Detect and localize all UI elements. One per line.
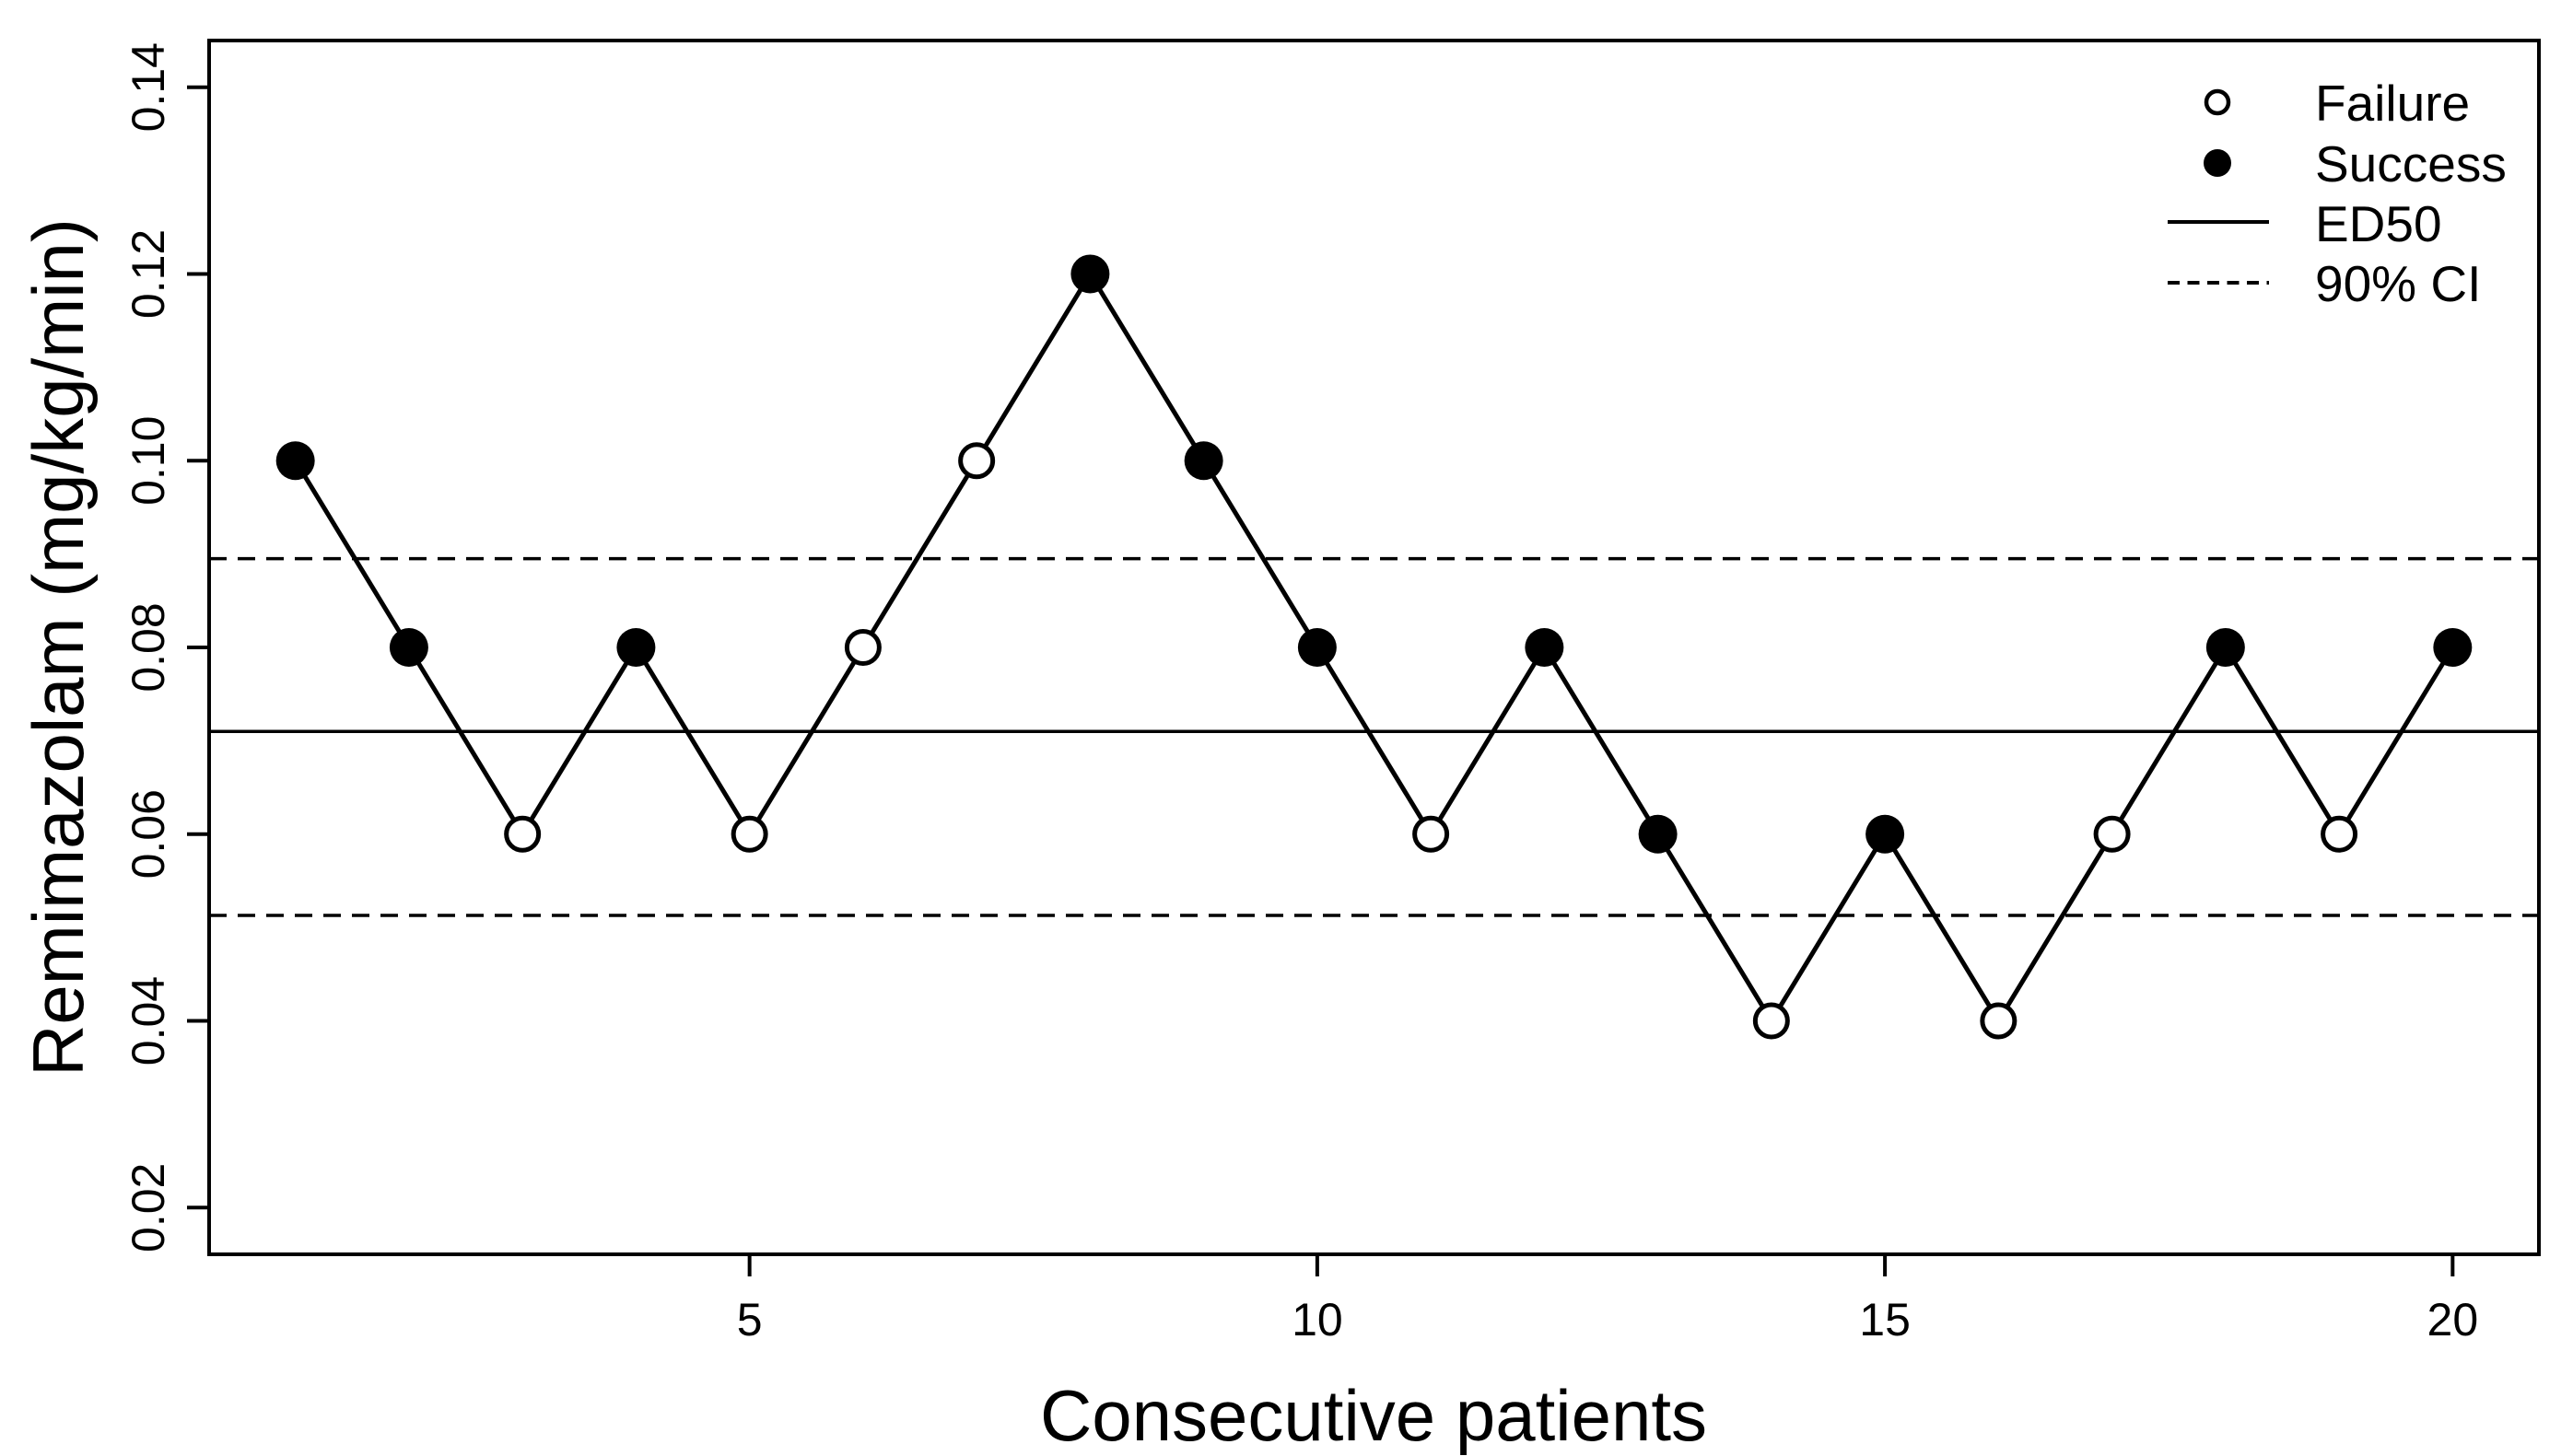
legend-failure-marker-icon	[2204, 88, 2231, 116]
x-tick-label: 5	[737, 1294, 763, 1345]
legend-label-failure: Failure	[2315, 75, 2470, 132]
legend-label-ed50: ED50	[2315, 195, 2442, 252]
data-point-3-failure	[504, 815, 542, 853]
y-tick-label: 0.04	[123, 976, 174, 1066]
y-tick-label: 0.12	[123, 229, 174, 319]
legend-success-marker-icon	[2204, 149, 2231, 177]
data-point-13-success	[1638, 814, 1678, 854]
y-tick-label: 0.14	[123, 42, 174, 132]
data-point-10-success	[1297, 628, 1337, 667]
x-tick-label: 15	[1859, 1294, 1911, 1345]
data-point-14-failure	[1752, 1002, 1790, 1040]
x-axis: 5 10 15 20	[737, 1254, 2478, 1345]
legend: Failure Success ED50 90% CI	[2168, 75, 2507, 312]
data-point-5-failure	[731, 815, 768, 853]
data-point-4-success	[616, 628, 656, 667]
data-point-15-success	[1865, 814, 1905, 854]
legend-label-success: Success	[2315, 135, 2507, 192]
y-tick-label: 0.02	[123, 1163, 174, 1252]
dose-path	[293, 269, 2455, 1026]
y-axis-title: Remimazolam (mg/kg/min)	[18, 218, 99, 1077]
x-tick-label: 10	[1292, 1294, 1343, 1345]
x-axis-title: Consecutive patients	[1040, 1375, 1707, 1456]
data-point-8-success	[1070, 254, 1110, 294]
data-point-7-failure	[958, 442, 996, 480]
data-point-19-failure	[2321, 815, 2358, 853]
data-point-11-failure	[1412, 815, 1450, 853]
y-axis: 0.02 0.04 0.06 0.08 0.10 0.12 0.14	[123, 42, 209, 1252]
data-point-17-failure	[2093, 815, 2131, 853]
data-series	[275, 254, 2473, 1040]
y-tick-label: 0.10	[123, 416, 174, 506]
reference-lines	[209, 556, 2539, 917]
data-point-16-failure	[1980, 1002, 2017, 1040]
data-point-1-success	[275, 441, 315, 481]
legend-label-ci: 90% CI	[2315, 255, 2481, 312]
data-point-2-success	[389, 628, 428, 667]
data-point-20-success	[2433, 628, 2473, 667]
y-tick-label: 0.06	[123, 789, 174, 879]
data-point-6-failure	[844, 629, 882, 666]
data-point-18-success	[2205, 628, 2245, 667]
data-point-12-success	[1525, 628, 1564, 667]
y-tick-label: 0.08	[123, 602, 174, 692]
x-tick-label: 20	[2427, 1294, 2479, 1345]
data-point-9-success	[1184, 441, 1223, 481]
